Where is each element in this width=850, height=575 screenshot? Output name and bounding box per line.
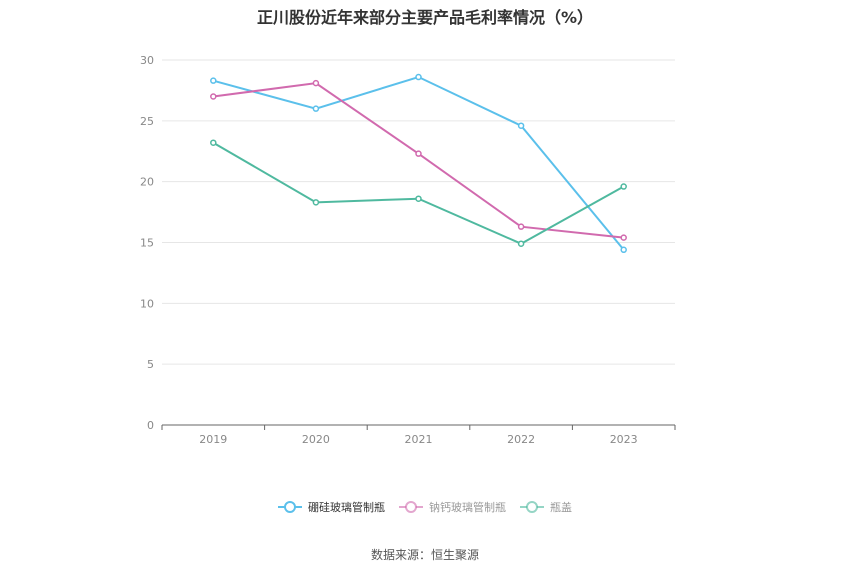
legend-swatch-marker (526, 501, 538, 513)
legend: 硼硅玻璃管制瓶 钠钙玻璃管制瓶 瓶盖 (278, 500, 572, 514)
series-lines (210, 73, 627, 254)
legend-label: 钠钙玻璃管制瓶 (429, 500, 506, 514)
y-tick-label: 15 (140, 237, 154, 250)
chart-title: 正川股份近年来部分主要产品毛利率情况（%） (256, 8, 594, 27)
y-tick-label: 20 (140, 176, 154, 189)
data-point (210, 77, 217, 84)
data-point (620, 183, 627, 190)
x-tick-label: 2022 (507, 433, 535, 446)
x-axis: 2019 2020 2021 2022 2023 (161, 424, 676, 446)
y-tick-label: 10 (140, 297, 154, 310)
series-line (212, 141, 625, 245)
data-point (415, 195, 422, 202)
series-line (213, 82, 624, 239)
data-point (210, 93, 217, 100)
series-line (213, 75, 625, 251)
data-point (517, 240, 525, 247)
legend-swatch-marker (405, 501, 417, 513)
data-point (517, 223, 525, 230)
legend-item[interactable]: 硼硅玻璃管制瓶 (278, 500, 385, 514)
legend-item[interactable]: 瓶盖 (520, 500, 572, 514)
x-tick-label: 2019 (199, 433, 227, 446)
data-point (312, 105, 320, 112)
legend-label: 硼硅玻璃管制瓶 (308, 500, 385, 514)
data-point (312, 199, 320, 206)
x-tick-label: 2020 (302, 433, 330, 446)
data-point (620, 246, 627, 254)
data-point (620, 234, 627, 241)
y-tick-label: 25 (140, 115, 154, 128)
data-point (517, 122, 525, 129)
legend-swatch-marker (284, 501, 296, 513)
x-tick-label: 2023 (610, 433, 638, 446)
data-point (415, 73, 422, 81)
data-point (210, 139, 217, 146)
legend-item[interactable]: 钠钙玻璃管制瓶 (399, 500, 506, 514)
legend-label: 瓶盖 (550, 500, 572, 514)
y-tick-label: 30 (140, 54, 154, 67)
y-tick-label: 5 (147, 358, 154, 371)
data-point (312, 79, 320, 87)
y-tick-label: 0 (147, 419, 154, 432)
x-tick-label: 2021 (405, 433, 433, 446)
data-source: 数据来源：恒生聚源 (370, 548, 479, 562)
y-axis: 0 5 10 15 20 25 30 (140, 54, 154, 432)
data-point (415, 150, 422, 157)
grid-lines (162, 59, 675, 365)
